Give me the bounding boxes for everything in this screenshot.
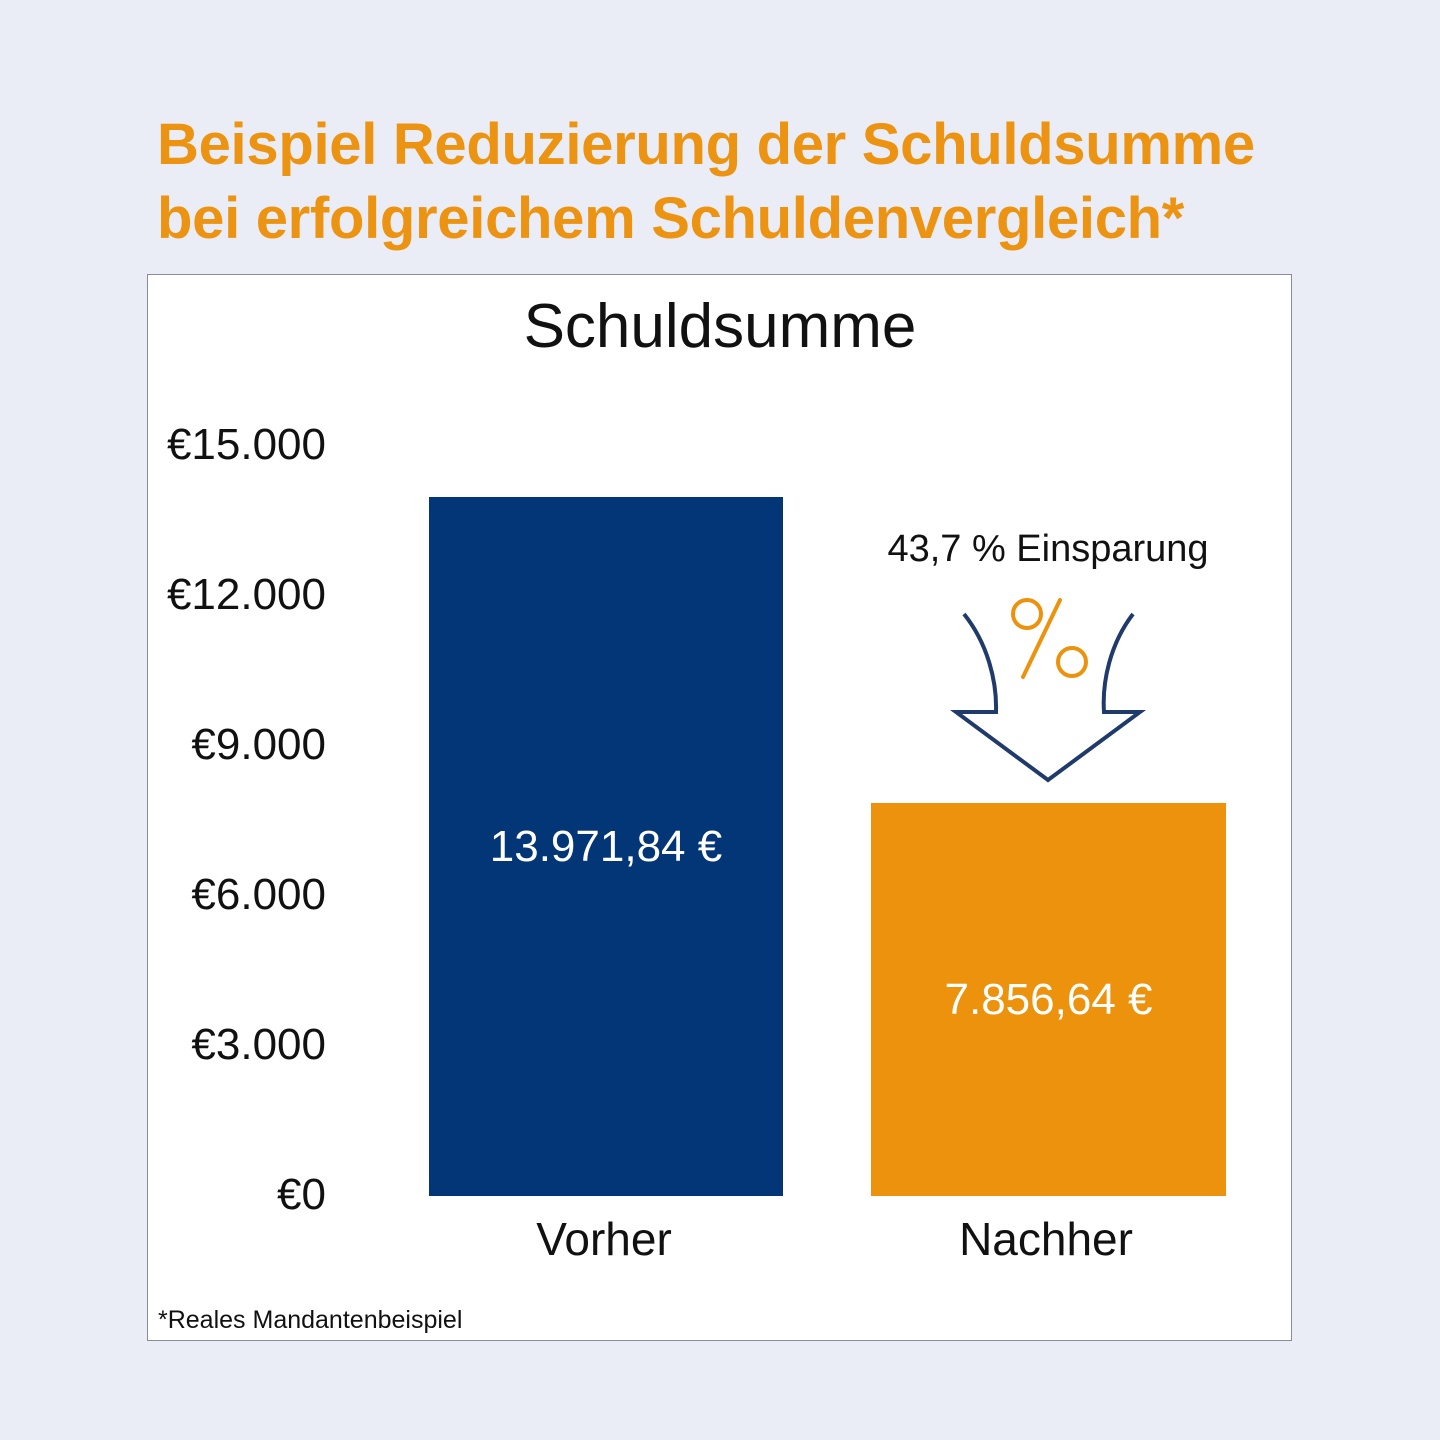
y-tick-0: €0 [277, 1170, 326, 1219]
savings-annotation: 43,7 % Einsparung [887, 528, 1209, 570]
bar-nachher-value: 7.856,64 € [944, 975, 1153, 1024]
x-label-vorher: Vorher [536, 1213, 672, 1265]
y-tick-15000: €15.000 [166, 420, 326, 469]
headline-line-1: Beispiel Reduzierung der Schuldsumme [157, 112, 1255, 177]
chart-title: Schuldsumme [523, 292, 917, 361]
y-tick-3000: €3.000 [191, 1020, 326, 1069]
headline: Beispiel Reduzierung der Schuldsumme bei… [157, 108, 1357, 256]
y-tick-6000: €6.000 [191, 870, 326, 919]
bar-nachher: 7.856,64 € [871, 803, 1226, 1196]
bar-vorher: 13.971,84 € [429, 497, 783, 1196]
footnote: *Reales Mandantenbeispiel [158, 1306, 463, 1334]
headline-line-2: bei erfolgreichem Schuldenvergleich* [157, 186, 1185, 251]
y-tick-9000: €9.000 [191, 720, 326, 769]
y-tick-12000: €12.000 [166, 570, 326, 619]
percent-down-arrow-icon [950, 598, 1147, 783]
x-label-nachher: Nachher [959, 1213, 1133, 1265]
bar-vorher-value: 13.971,84 € [489, 822, 723, 871]
